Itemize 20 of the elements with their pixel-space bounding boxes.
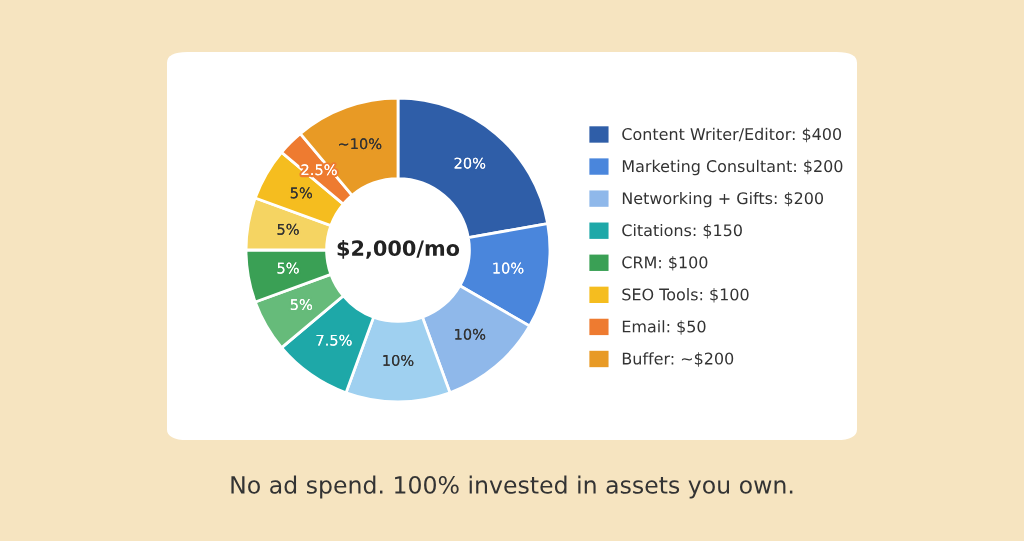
- data-label: 20%: [454, 157, 486, 169]
- data-label: 5%: [277, 223, 299, 235]
- legend-label: CRM: $100: [622, 256, 708, 271]
- data-label: 5%: [290, 299, 313, 311]
- legend-label: Email: $50: [622, 320, 706, 335]
- legend-label: Citations: $150: [622, 223, 742, 239]
- text: $2,000/mo: [337, 239, 460, 259]
- legend-label: Buffer: ~$200: [622, 352, 734, 367]
- data-label: 7.5%: [316, 334, 352, 346]
- legend-label: Marketing Consultant: $200: [622, 159, 843, 176]
- data-label: 10%: [383, 354, 414, 366]
- data-label: 5%: [277, 262, 299, 274]
- legend-label: SEO Tools: $100: [622, 288, 749, 303]
- data-label: 10%: [493, 262, 524, 274]
- data-label: 10%: [455, 328, 486, 340]
- legend-label: Content Writer/Editor: $400: [622, 127, 842, 143]
- data-label: 5%: [290, 187, 313, 199]
- data-label: ~10%: [339, 138, 382, 150]
- legend-label: Networking + Gifts: $200: [622, 191, 824, 208]
- text: No ad spend. 100% invested in assets you own.: [231, 475, 793, 499]
